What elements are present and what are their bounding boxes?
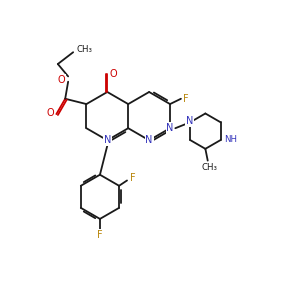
Text: N: N xyxy=(186,116,193,126)
Text: O: O xyxy=(110,69,118,79)
Text: O: O xyxy=(58,75,65,85)
Text: N: N xyxy=(146,135,153,145)
Text: NH: NH xyxy=(224,136,238,145)
Text: F: F xyxy=(130,172,136,182)
Text: N: N xyxy=(103,135,111,145)
Text: O: O xyxy=(46,108,54,118)
Text: F: F xyxy=(97,230,103,240)
Text: CH₃: CH₃ xyxy=(76,45,92,54)
Text: CH₃: CH₃ xyxy=(201,163,217,172)
Text: N: N xyxy=(166,123,174,133)
Text: F: F xyxy=(183,94,189,104)
